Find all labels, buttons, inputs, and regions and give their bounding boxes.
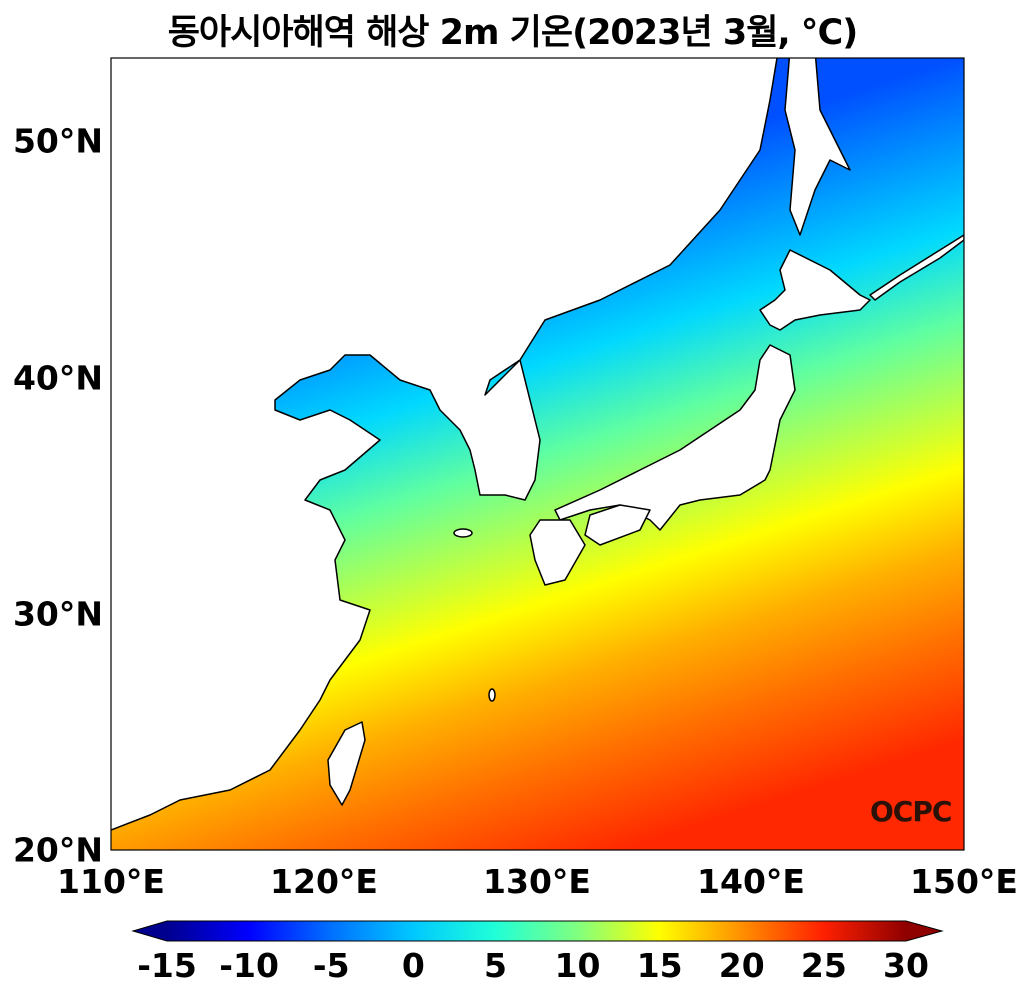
colorbar-tick-label: 10 bbox=[554, 946, 601, 985]
colorbar-tick-label: -5 bbox=[312, 946, 350, 985]
lon-label-140e: 140°E bbox=[697, 862, 805, 901]
colorbar-tick-label: 25 bbox=[800, 946, 847, 985]
colorbar-tick-label: 15 bbox=[636, 946, 683, 985]
jeju-island bbox=[453, 528, 473, 538]
colorbar-tick-label: 5 bbox=[483, 946, 507, 985]
colorbar-extend-min bbox=[133, 921, 167, 941]
lon-label-130e: 130°E bbox=[483, 862, 591, 901]
kyushu-island bbox=[529, 519, 586, 586]
lat-label-50n: 50°N bbox=[12, 121, 103, 161]
lon-label-110e: 110°E bbox=[57, 862, 165, 901]
colorbar-tick-label: 30 bbox=[883, 946, 929, 985]
asia-mainland bbox=[111, 58, 778, 833]
okinawa-island bbox=[488, 688, 496, 702]
colorbar-tick-label: -15 bbox=[137, 946, 197, 985]
colorbar-tick-label: 20 bbox=[718, 946, 765, 985]
map-title: 동아시아해역 해상 2m 기온(2023년 3월, ℃) bbox=[167, 13, 859, 53]
kuril-islands bbox=[869, 234, 964, 301]
plot-frame bbox=[110, 57, 965, 851]
lon-label-120e: 120°E bbox=[270, 862, 378, 901]
hokkaido-island bbox=[759, 249, 871, 331]
taiwan-island bbox=[327, 721, 366, 806]
colorbar-fill bbox=[167, 921, 906, 941]
lat-label-40n: 40°N bbox=[12, 358, 103, 398]
colorbar-tick-label: -10 bbox=[219, 946, 279, 985]
lat-label-20n: 20°N bbox=[12, 830, 103, 870]
colorbar-tick-label: 0 bbox=[401, 946, 425, 985]
shikoku-island bbox=[584, 504, 651, 546]
colorbar-extend-max bbox=[906, 921, 942, 941]
colorbar-outline bbox=[131, 920, 944, 942]
lon-label-150e: 150°E bbox=[910, 862, 1018, 901]
lat-label-30n: 30°N bbox=[12, 594, 103, 634]
sakhalin-island bbox=[784, 58, 851, 236]
ocpc-logo: OCPC bbox=[870, 795, 952, 828]
colorbar bbox=[131, 920, 944, 942]
